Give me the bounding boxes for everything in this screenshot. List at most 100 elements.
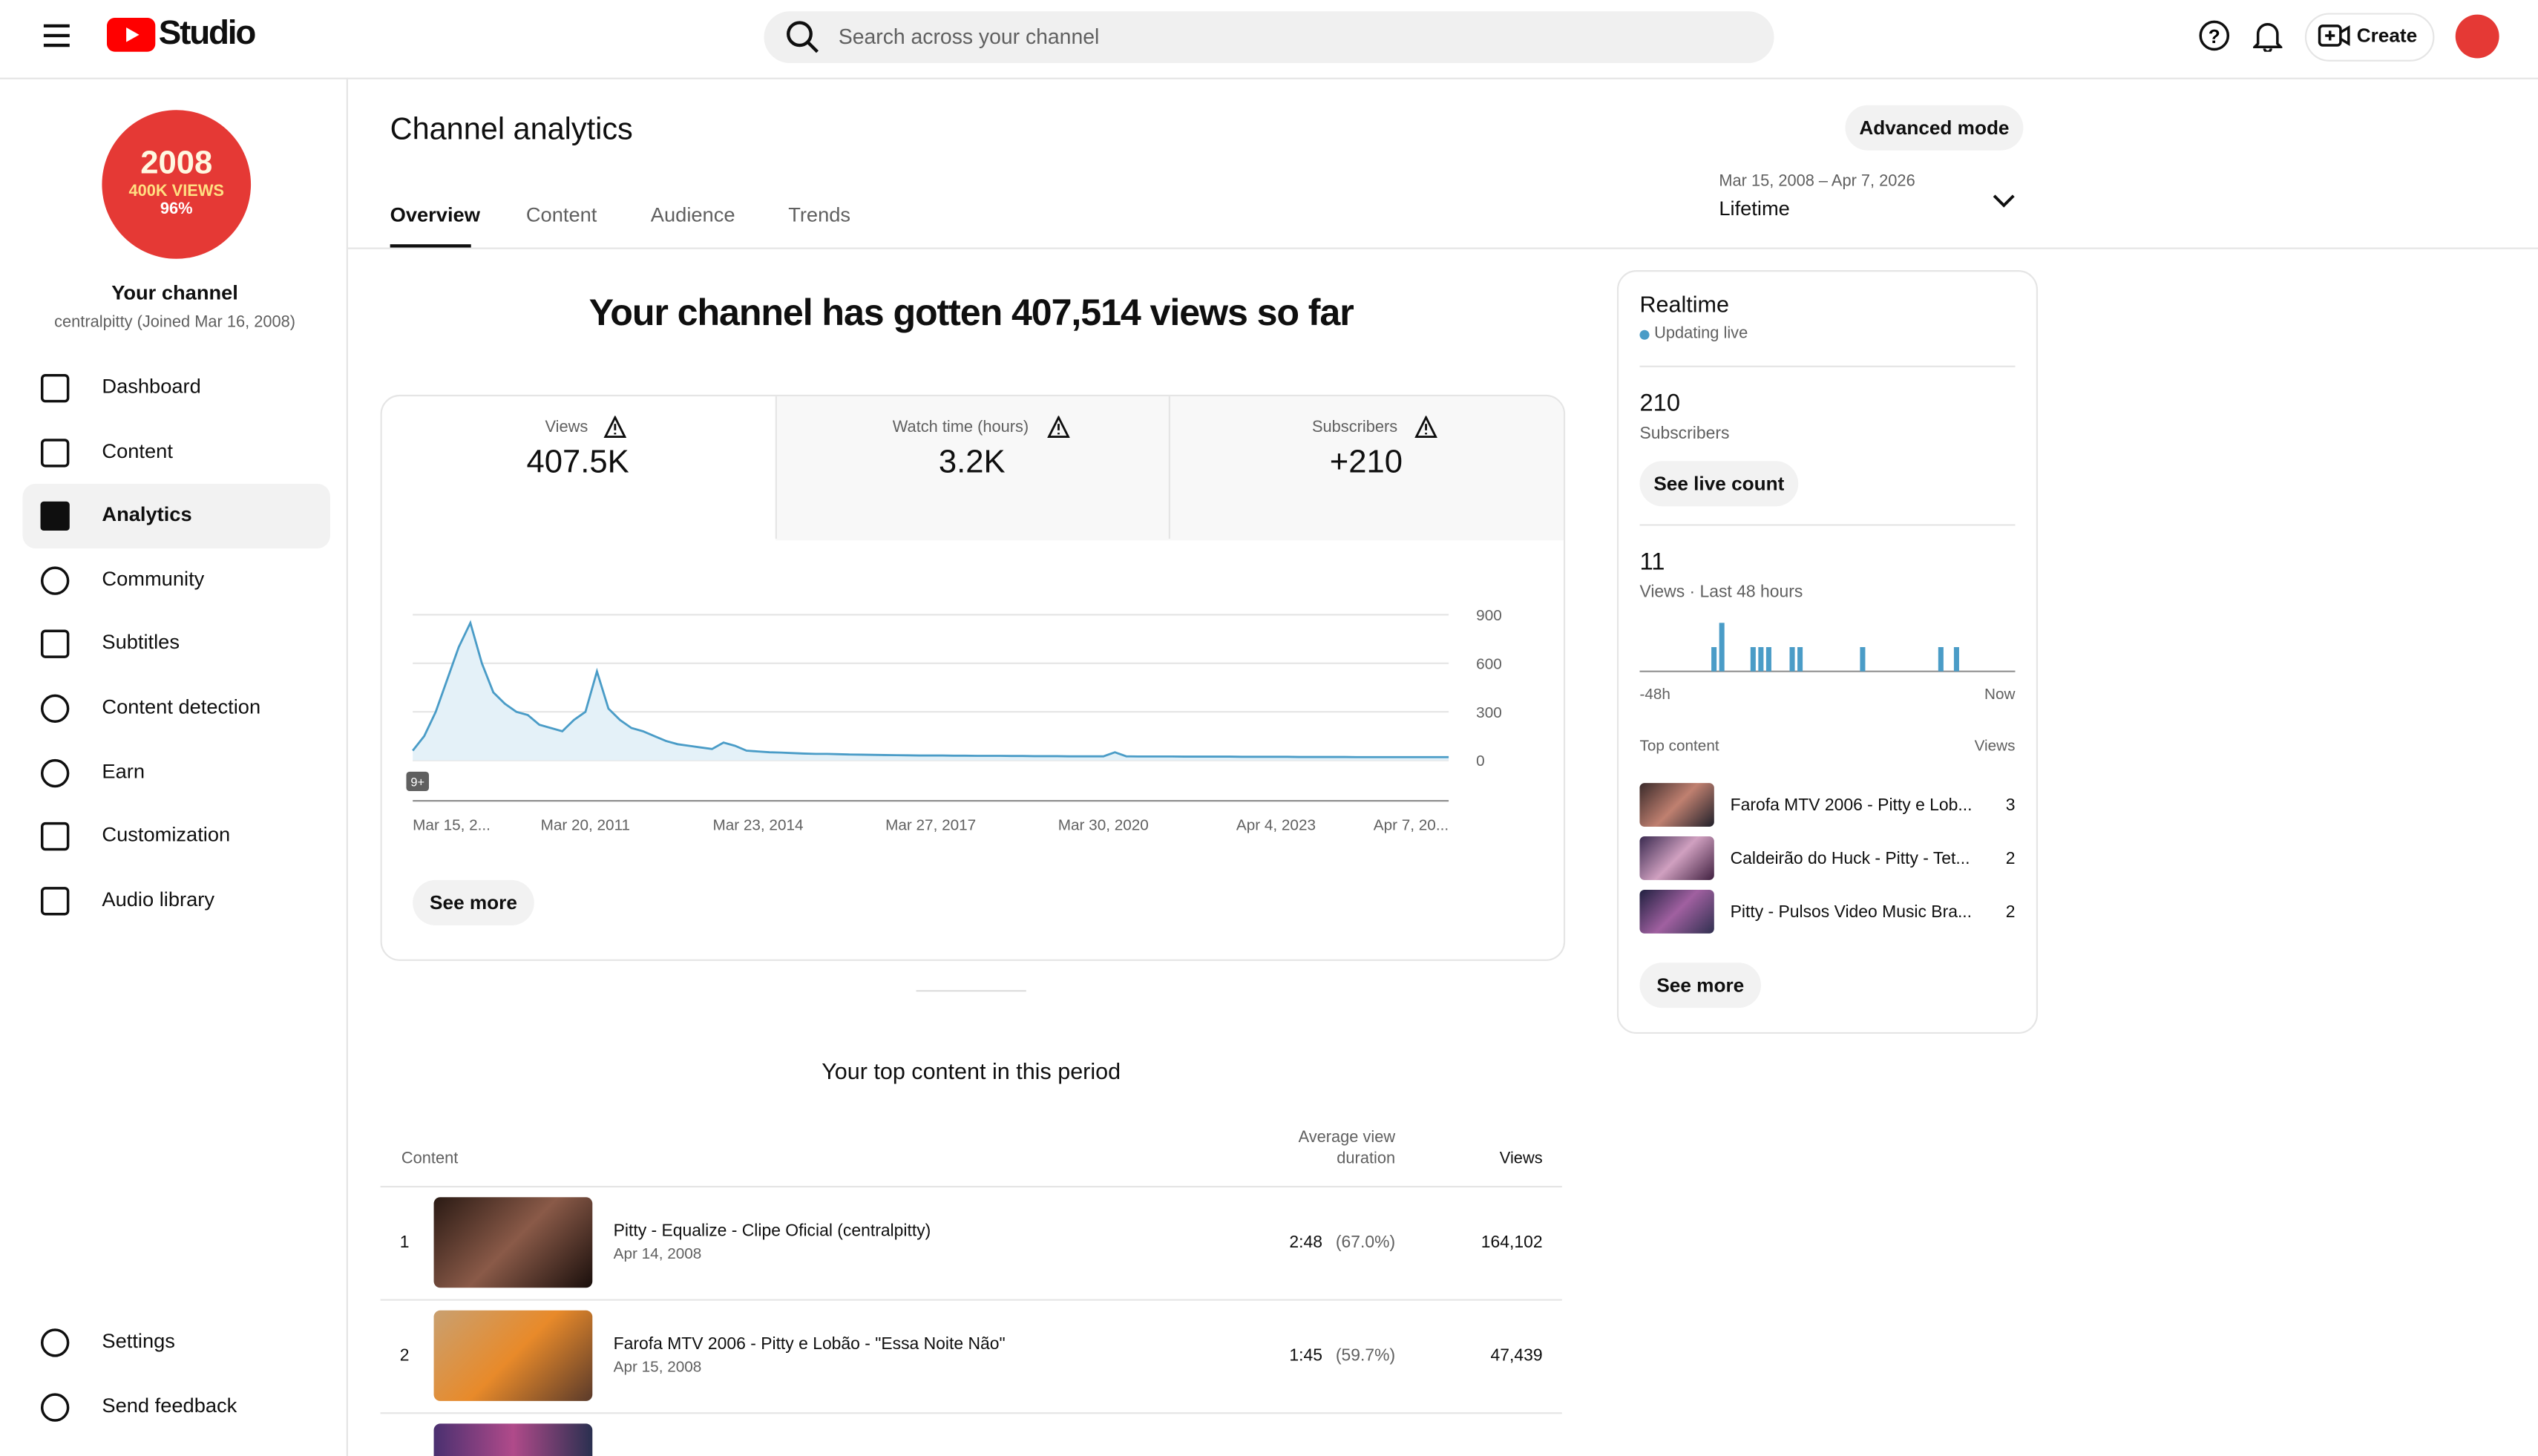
channel-avatar[interactable]: 2008 400K VIEWS 96% (102, 110, 252, 259)
realtime-x-start: -48h (1639, 686, 1670, 704)
search-icon (787, 21, 819, 53)
nav-item[interactable]: Earn (102, 760, 145, 784)
account-avatar[interactable] (2455, 14, 2499, 59)
icon-shape (603, 416, 627, 439)
nav-icon[interactable] (39, 820, 71, 853)
row-percent: (59.7%) (1335, 1345, 1396, 1365)
nav-item[interactable]: Dashboard (102, 375, 201, 399)
row-divider (380, 1412, 1562, 1414)
bar (1711, 647, 1717, 672)
top-content-title: Your top content in this period (822, 1057, 1121, 1084)
nav-icon[interactable] (39, 628, 71, 660)
nav-item[interactable]: Audio library (102, 888, 214, 911)
thumbnail[interactable] (433, 1423, 593, 1456)
notifications-icon[interactable] (2253, 19, 2283, 52)
row-title[interactable]: Farofa MTV 2006 - Pitty e Lobão - "Essa … (613, 1334, 1006, 1354)
avatar-percent: 96% (160, 200, 193, 219)
headline: Your channel has gotten 407,514 views so… (588, 291, 1354, 334)
x-tick-label: Mar 30, 2020 (1058, 816, 1149, 833)
top-title[interactable]: Pitty - Pulsos Video Music Bra... (1730, 902, 1973, 922)
thumbnail[interactable] (1639, 783, 1714, 827)
row-views: 164,102 (1480, 1233, 1543, 1253)
date-range[interactable]: Mar 15, 2008 – Apr 7, 2026 (1719, 173, 1915, 191)
nav-item[interactable]: Subtitles (102, 631, 180, 654)
tab[interactable]: Content (525, 203, 597, 227)
realtime-title: Realtime (1639, 291, 1729, 318)
period-dropdown[interactable] (1991, 191, 2017, 210)
nav-icon[interactable] (39, 437, 71, 470)
x-tick-label: Mar 27, 2017 (885, 816, 976, 833)
x-tick-label: Apr 7, 20... (1374, 816, 1449, 833)
metric-value: 407.5K (526, 445, 629, 481)
nav-icon[interactable] (39, 372, 71, 404)
table-header: Views (1499, 1150, 1543, 1168)
nav-item[interactable]: Send feedback (102, 1394, 237, 1417)
top-views-label: Views (1974, 738, 2016, 756)
bar (1758, 647, 1764, 672)
metric-label: Subscribers (1312, 419, 1398, 437)
nav-icon[interactable] (39, 1327, 71, 1360)
nav-item[interactable]: Customization (102, 823, 231, 847)
table-header: Average view duration (1298, 1129, 1396, 1168)
row-title[interactable]: Pitty - Equalize - Clipe Oficial (centra… (613, 1221, 931, 1242)
bar (1789, 647, 1795, 672)
see-more-button[interactable]: See more (413, 879, 534, 925)
row-percent: (67.0%) (1335, 1233, 1396, 1253)
nav-icon[interactable] (39, 692, 71, 725)
top-title[interactable]: Farofa MTV 2006 - Pitty e Lob... (1730, 796, 1973, 816)
help-icon[interactable]: ? (2198, 19, 2231, 52)
nav-icon[interactable] (39, 885, 71, 917)
tab[interactable]: Audience (650, 203, 735, 227)
logo-text[interactable]: Studio (158, 14, 257, 52)
realtime-chart (1639, 623, 2016, 672)
search-box[interactable] (764, 11, 1774, 64)
tab[interactable]: Overview (390, 203, 480, 227)
channel-name: Your channel (111, 281, 238, 304)
see-live-count-button[interactable]: See live count (1639, 461, 1799, 507)
nav-icon[interactable] (39, 500, 71, 533)
nav-item[interactable]: Content (102, 439, 173, 463)
metric-divider (1168, 396, 1170, 539)
warning-icon (1046, 416, 1069, 439)
channel-handle: centralpitty (Joined Mar 16, 2008) (54, 313, 296, 332)
nav-icon[interactable] (39, 565, 71, 597)
y-tick-label: 600 (1476, 655, 1502, 672)
row-duration: 1:45 (1289, 1345, 1322, 1365)
live-dot (1639, 329, 1650, 340)
thumbnail[interactable] (433, 1310, 593, 1401)
advanced-mode-button[interactable]: Advanced mode (1845, 105, 2024, 151)
realtime-status: Updating live (1654, 325, 1748, 344)
section-divider (916, 990, 1026, 992)
nav-icon[interactable] (39, 757, 71, 790)
realtime-see-more-button[interactable]: See more (1639, 963, 1762, 1009)
nav-item[interactable]: Analytics (102, 502, 192, 526)
tab-underline (390, 244, 471, 248)
tab[interactable]: Trends (788, 203, 851, 227)
svg-text:?: ? (2209, 25, 2220, 47)
logo-icon[interactable] (106, 17, 156, 53)
search-placeholder: Search across your channel (838, 24, 1100, 49)
nav-item[interactable]: Community (102, 568, 205, 591)
icon-shape (40, 439, 70, 468)
nav-item[interactable]: Settings (102, 1329, 175, 1353)
nav-item[interactable]: Content detection (102, 695, 261, 718)
bar (1765, 647, 1771, 672)
thumbnail[interactable] (433, 1197, 593, 1288)
period[interactable]: Lifetime (1719, 197, 1790, 220)
views-chart: 0 300 600 900 Mar 15, 2... Mar 20, 2011 Mar 23… (406, 607, 1502, 833)
metric-label: Views (545, 419, 588, 437)
create-button[interactable] (2304, 13, 2435, 62)
menu-button[interactable] (42, 23, 71, 49)
nav-icon[interactable] (39, 1391, 71, 1424)
thumbnail[interactable] (1639, 890, 1714, 934)
top-bar (0, 0, 2538, 79)
row-divider (380, 1299, 1562, 1301)
thumbnail[interactable] (1639, 836, 1714, 880)
bar (1797, 647, 1803, 672)
y-tick-label: 900 (1476, 607, 1502, 624)
top-title[interactable]: Caldeirão do Huck - Pitty - Tet... (1730, 849, 1970, 869)
warning-icon (603, 416, 627, 439)
realtime-views: 11 (1639, 548, 1665, 577)
table-header: Content (401, 1150, 459, 1168)
